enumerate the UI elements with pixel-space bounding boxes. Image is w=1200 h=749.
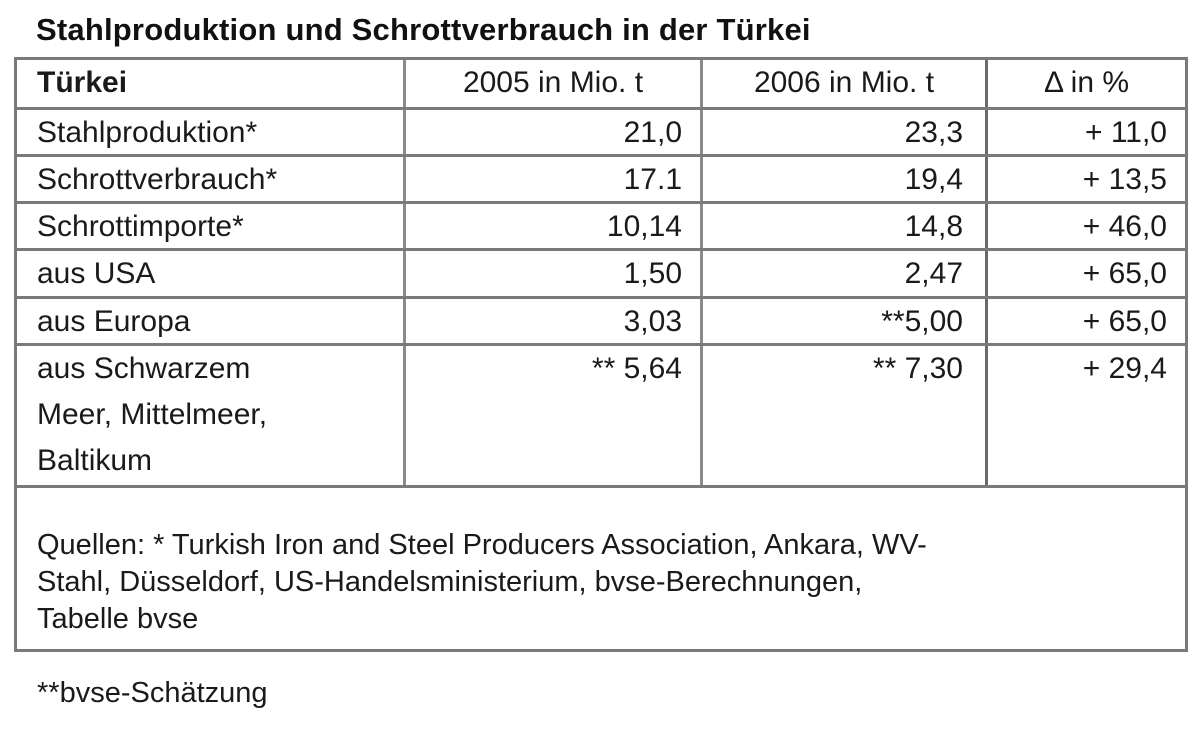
table-row: aus USA 1,50 2,47 + 65,0 [17,251,1185,299]
estimate-note: **bvse-Schätzung [37,677,268,709]
header-2006: 2006 in Mio. t [703,60,988,107]
value-2006: ** 7,30 [703,346,988,485]
table-title: Stahlproduktion und Schrottverbrauch in … [36,12,811,47]
value-delta: + 11,0 [1084,116,1167,149]
value-delta: + 29,4 [1082,352,1167,385]
header-2005: 2005 in Mio. t [406,60,703,107]
value-2005: 10,14 [406,204,703,248]
row-label: Schrottimporte* [17,204,406,248]
value-2005: 17.1 [406,157,703,201]
table-row: Schrottimporte* 10,14 14,8 + 46,0 [17,204,1185,251]
value-delta: + 65,0 [1082,305,1167,338]
value-delta: + 13,5 [1082,163,1167,196]
data-table: Türkei 2005 in Mio. t 2006 in Mio. t Δ i… [14,57,1188,709]
value-delta: + 46,0 [1082,210,1167,243]
table-header-row: Türkei 2005 in Mio. t 2006 in Mio. t Δ i… [17,60,1185,110]
row-label: Schrottverbrauch* [17,157,406,201]
table-row: aus Schwarzem Meer, Mittelmeer, Baltikum… [17,346,1185,488]
value-2006: 14,8 [703,204,988,248]
table-footer: Quellen: * Turkish Iron and Steel Produc… [17,488,1185,709]
table-row: aus Europa 3,03 **5,00 + 65,0 [17,299,1185,346]
row-label: aus Europa [17,299,406,343]
value-2006: 23,3 [703,110,988,154]
header-delta: Δ in % [1043,66,1130,99]
value-2006: 2,47 [703,251,988,296]
value-2005: 21,0 [406,110,703,154]
header-country: Türkei [17,60,406,107]
value-2005: ** 5,64 [406,346,703,485]
value-2006: **5,00 [703,299,988,343]
value-2005: 3,03 [406,299,703,343]
value-2005: 1,50 [406,251,703,296]
row-label: aus USA [17,251,406,296]
row-label: Stahlproduktion* [17,110,406,154]
table-row: Schrottverbrauch* 17.1 19,4 + 13,5 [17,157,1185,204]
row-label: aus Schwarzem Meer, Mittelmeer, Baltikum [17,346,406,485]
value-delta: + 65,0 [1082,257,1167,290]
table-row: Stahlproduktion* 21,0 23,3 + 11,0 [17,110,1185,157]
sources-text: Quellen: * Turkish Iron and Steel Produc… [37,529,927,635]
value-2006: 19,4 [703,157,988,201]
